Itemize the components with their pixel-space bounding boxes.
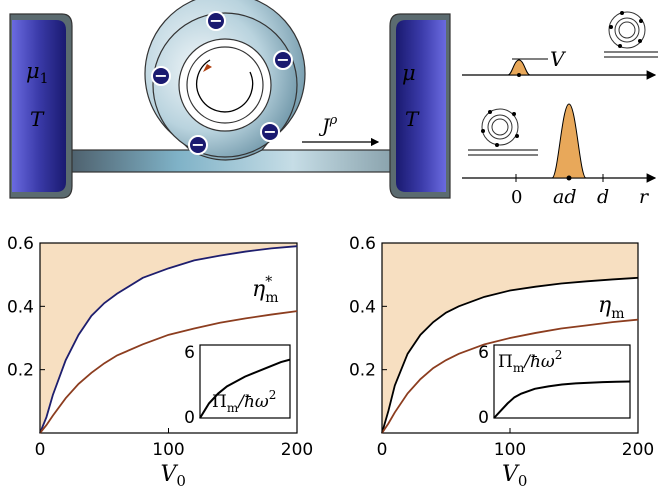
inset-frame: [199, 344, 291, 419]
y-tick-label: 0.2: [349, 361, 376, 381]
y-tick-label: 0.4: [349, 297, 376, 317]
x-tick-label: 100: [152, 440, 184, 460]
electron: −: [206, 11, 226, 31]
series-line: [39, 245, 298, 434]
potential-upper: V: [462, 11, 658, 80]
inset-label: Πm/ħω2: [498, 348, 562, 375]
left-reservoir: μ1 T: [9, 13, 73, 199]
inset-series-line: [199, 358, 291, 419]
y-tick-label: 0.6: [7, 234, 34, 254]
svg-text:−: −: [263, 122, 276, 141]
x-axis-label: V0: [161, 462, 186, 487]
svg-text:−: −: [191, 135, 204, 154]
x-tick-label: 0: [35, 440, 46, 460]
electron: −: [273, 50, 293, 70]
x-tick-label: 100: [494, 440, 526, 460]
y-tick-label: 0.2: [7, 361, 34, 381]
inset-y-tick-label: 6: [478, 343, 489, 363]
potential-V-label: V: [550, 47, 567, 71]
inset-plot: 0 6 Πm/ħω2: [478, 343, 631, 428]
schematic: μ1 T μ T − − − − −: [9, 0, 658, 208]
electron: −: [260, 122, 280, 142]
axis-d-label: d: [597, 186, 609, 208]
svg-text:−: −: [154, 66, 167, 85]
inset-series-line: [493, 380, 631, 419]
x-tick-label: 200: [281, 440, 313, 460]
electron: −: [188, 135, 208, 155]
axis-r-label: r: [639, 186, 650, 208]
y-tick-label: 0.6: [349, 234, 376, 254]
inset-plot: 0 6 Πm/ħω2: [184, 343, 291, 428]
shaded-region: [40, 243, 297, 433]
x-tick-label: 200: [622, 440, 654, 460]
inset-label: Πm/ħω2: [212, 388, 276, 415]
rotation-arrow-icon: [196, 59, 254, 113]
right-mu-label: μ: [402, 61, 416, 85]
inset-y-tick-label: 0: [478, 408, 489, 428]
electron: −: [151, 66, 171, 86]
series-line: [381, 276, 639, 434]
right-reservoir: μ T: [389, 13, 451, 199]
svg-text:Jρ: Jρ: [318, 113, 338, 137]
ring-trap: [144, 0, 306, 161]
inset-y-tick-label: 6: [184, 343, 195, 363]
curve-label: η* m: [252, 274, 278, 306]
left-temperature-label: T: [30, 107, 45, 131]
y-tick-label: 0.4: [7, 297, 34, 317]
x-tick-label: 0: [377, 440, 388, 460]
mini-ring-upper: [604, 11, 658, 58]
potential-lower: 0 ad d r: [462, 103, 657, 208]
right-temperature-label: T: [405, 107, 420, 131]
svg-text:−: −: [209, 11, 222, 30]
mini-ring-lower: [468, 108, 538, 156]
axis-zero-label: 0: [511, 187, 522, 208]
series-line: [381, 318, 639, 434]
axis-ad-label: ad: [553, 186, 577, 208]
left-mu-label: μ1: [26, 59, 49, 87]
x-axis-label: V0: [502, 462, 527, 487]
curve-label: ηm: [598, 293, 624, 322]
series-line: [39, 310, 298, 434]
inset-y-tick-label: 0: [184, 408, 195, 428]
svg-text:−: −: [276, 50, 289, 69]
current-label: Jρ: [302, 113, 380, 147]
electrons: − − − − −: [151, 11, 293, 155]
shaded-region: [382, 243, 638, 433]
